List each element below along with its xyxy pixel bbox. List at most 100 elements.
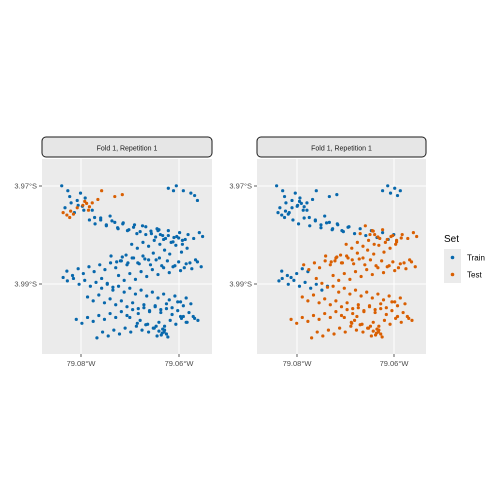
train-point <box>166 186 170 190</box>
train-point <box>117 332 122 336</box>
train-point <box>178 300 183 304</box>
train-point <box>165 259 169 263</box>
train-point <box>283 209 288 213</box>
train-point <box>76 203 80 207</box>
train-point <box>102 301 107 305</box>
test-point <box>406 236 410 241</box>
facet-strip-2 <box>256 136 427 158</box>
train-point <box>364 233 368 238</box>
train-point <box>347 225 351 229</box>
train-point <box>68 194 72 199</box>
test-point <box>333 259 337 263</box>
train-point <box>170 306 174 310</box>
train-point <box>144 323 148 327</box>
train-point <box>162 324 167 328</box>
train-point <box>150 268 154 272</box>
plot-area-1 <box>42 159 212 354</box>
test-point <box>380 228 385 232</box>
train-point <box>164 307 169 311</box>
train-point <box>83 278 87 282</box>
test-point <box>323 311 327 316</box>
train-point <box>131 256 136 260</box>
train-point <box>154 324 158 328</box>
train-point <box>111 288 115 292</box>
train-point <box>70 273 75 278</box>
train-point <box>393 186 397 190</box>
test-point <box>323 297 327 301</box>
train-point <box>147 258 151 262</box>
test-point <box>371 229 375 233</box>
y-tick-label-1-1: 3.97°S <box>14 182 37 191</box>
train-point <box>320 288 324 292</box>
test-point <box>312 261 317 265</box>
train-point <box>188 261 192 265</box>
train-point <box>74 317 78 321</box>
test-point <box>325 285 330 289</box>
train-point <box>156 272 160 277</box>
test-point <box>385 237 389 242</box>
test-point <box>71 212 76 216</box>
train-point <box>143 257 147 261</box>
train-point <box>196 318 200 322</box>
x-tick-label-1-1: 79.08°W <box>67 359 97 368</box>
train-point <box>313 219 317 223</box>
grid-2 <box>257 159 426 354</box>
train-point <box>149 229 153 233</box>
train-point <box>106 334 110 338</box>
test-point <box>404 267 408 271</box>
train-point <box>103 268 107 272</box>
test-point <box>100 189 104 193</box>
train-point <box>104 224 108 228</box>
test-point <box>365 290 369 294</box>
train-point <box>109 254 113 258</box>
train-point <box>175 234 179 239</box>
train-point <box>133 277 138 282</box>
train-point <box>178 314 183 319</box>
test-point <box>65 213 69 217</box>
test-point <box>391 233 395 238</box>
test-point <box>68 215 72 220</box>
train-point <box>115 260 119 264</box>
test-point <box>393 269 397 273</box>
train-point <box>120 255 124 259</box>
test-point <box>353 270 358 274</box>
test-point <box>345 254 349 258</box>
train-point <box>278 206 282 210</box>
train-point <box>150 290 154 294</box>
train-point <box>289 275 293 280</box>
test-point <box>359 274 363 279</box>
test-point <box>388 322 392 326</box>
train-point <box>119 309 123 314</box>
legend-label-test: Test <box>467 271 482 280</box>
legend-title: Set <box>444 234 459 245</box>
train-point <box>168 252 172 256</box>
train-point <box>111 285 115 289</box>
test-point <box>351 307 355 311</box>
train-point <box>69 201 73 205</box>
train-point <box>159 308 163 312</box>
train-point <box>184 296 188 300</box>
test-point <box>382 250 386 254</box>
test-point <box>334 256 338 260</box>
train-point <box>336 223 340 227</box>
train-point <box>300 267 304 271</box>
train-point <box>280 269 284 273</box>
train-point <box>309 286 313 290</box>
train-point <box>98 263 102 267</box>
train-point <box>169 240 173 244</box>
test-point <box>399 320 403 324</box>
train-point <box>167 270 171 275</box>
train-point <box>97 293 101 297</box>
test-point <box>361 256 365 260</box>
test-point <box>300 315 304 320</box>
train-point <box>386 184 390 188</box>
test-point <box>370 296 374 300</box>
test-point <box>380 335 384 339</box>
test-point <box>376 235 380 239</box>
train-point <box>71 276 76 281</box>
train-point <box>135 321 139 325</box>
test-point <box>357 257 361 261</box>
train-point <box>97 313 101 318</box>
train-point <box>172 235 176 240</box>
train-point <box>181 189 185 193</box>
